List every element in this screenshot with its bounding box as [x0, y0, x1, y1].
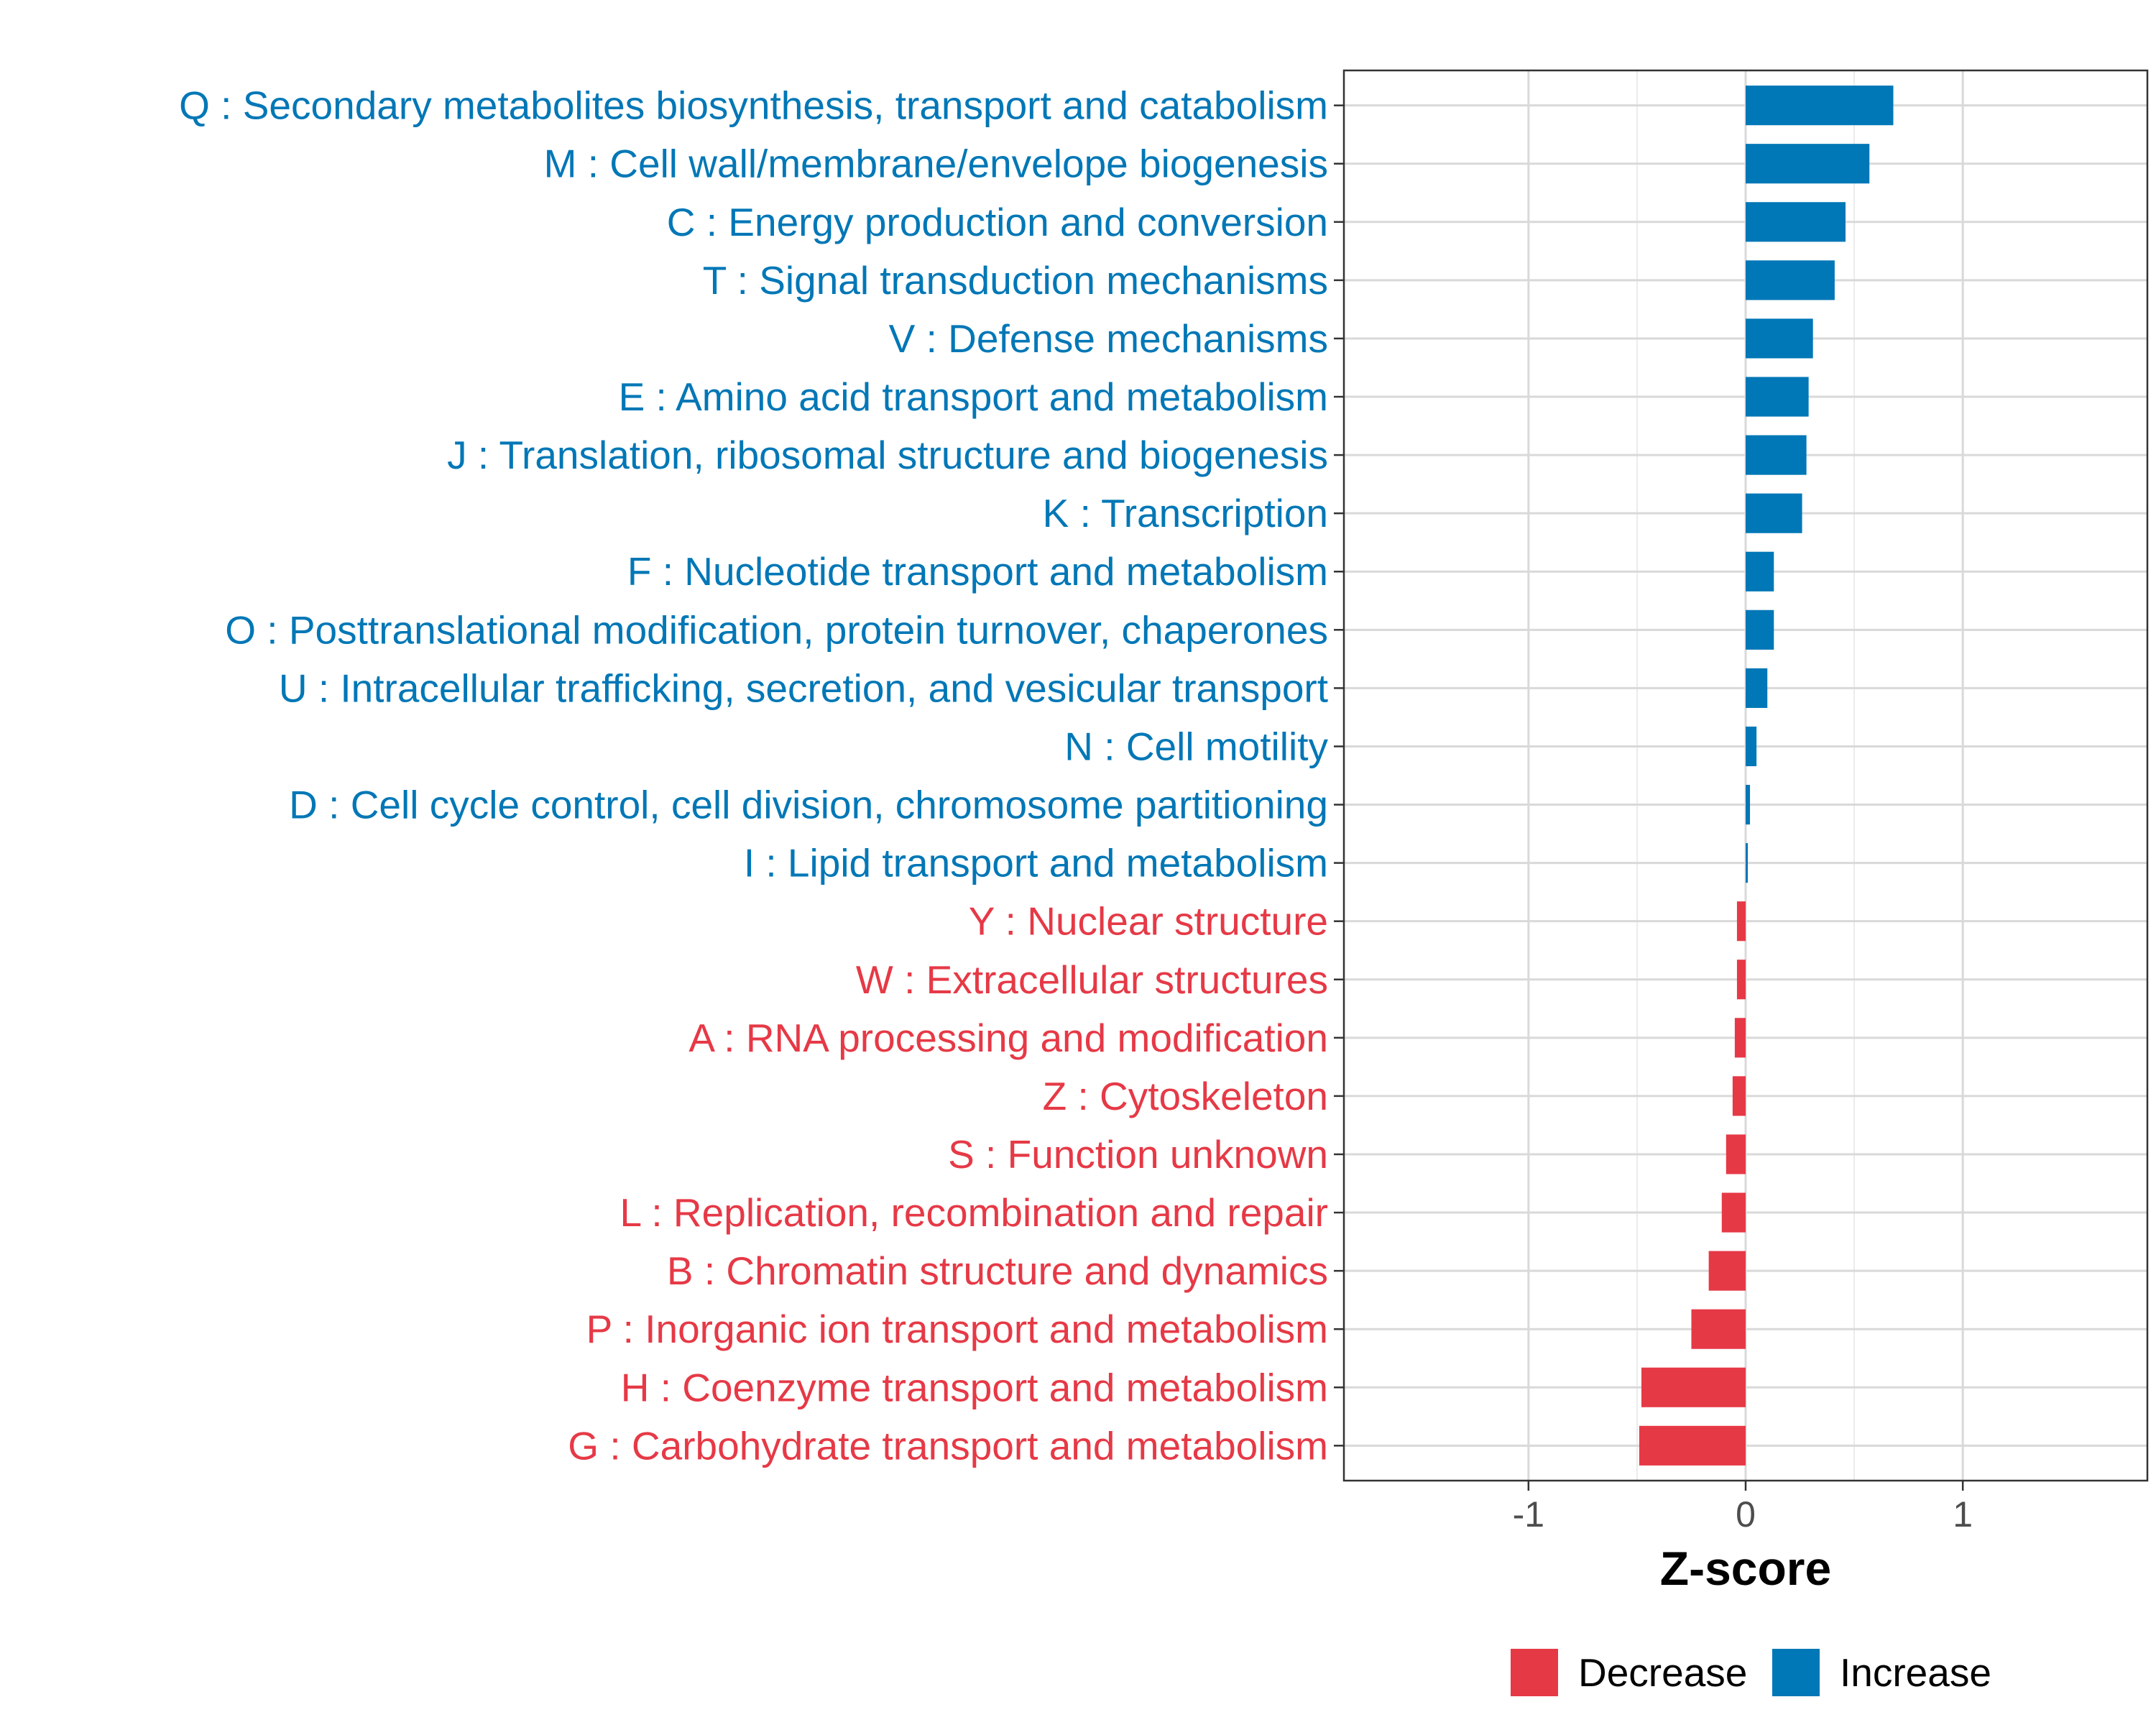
bars	[1639, 86, 1894, 1466]
y-category-label: Q : Secondary metabolites biosynthesis, …	[179, 83, 1328, 128]
y-category-label: Y : Nuclear structure	[969, 899, 1328, 944]
legend-swatch	[1511, 1649, 1558, 1696]
bar	[1746, 726, 1757, 767]
x-axis-ticks: -1 0 1	[1513, 1481, 1973, 1535]
y-category-label: C : Energy production and conversion	[667, 200, 1328, 244]
y-category-label: Z : Cytoskeleton	[1043, 1074, 1328, 1118]
y-category-label: H : Coenzyme transport and metabolism	[621, 1365, 1328, 1409]
y-category-label: E : Amino acid transport and metabolism	[619, 374, 1328, 419]
bar	[1726, 1134, 1746, 1174]
y-axis-ticks	[1334, 104, 1344, 1447]
bar	[1746, 144, 1870, 184]
legend-label: Decrease	[1578, 1650, 1747, 1695]
x-tick-label: 1	[1953, 1494, 1973, 1535]
y-category-label: N : Cell motility	[1064, 724, 1328, 768]
x-tick-label: 0	[1736, 1494, 1756, 1535]
y-category-label: U : Intracellular trafficking, secretion…	[279, 666, 1328, 710]
bar	[1746, 377, 1809, 417]
bar	[1746, 318, 1813, 359]
bar	[1639, 1425, 1746, 1466]
x-tick-label: -1	[1513, 1494, 1544, 1535]
y-category-label: P : Inorganic ion transport and metaboli…	[586, 1307, 1328, 1351]
y-axis-category-labels: Q : Secondary metabolites biosynthesis, …	[179, 83, 1328, 1468]
y-category-label: V : Defense mechanisms	[889, 316, 1328, 361]
y-category-label: F : Nucleotide transport and metabolism	[627, 549, 1328, 594]
y-category-label: G : Carbohydrate transport and metabolis…	[568, 1423, 1328, 1468]
bar	[1734, 1018, 1746, 1058]
y-category-label: A : RNA processing and modification	[688, 1016, 1328, 1060]
y-category-label: M : Cell wall/membrane/envelope biogenes…	[544, 142, 1328, 186]
y-category-label: S : Function unknown	[948, 1132, 1328, 1177]
y-category-label: W : Extracellular structures	[856, 957, 1328, 1002]
bar	[1746, 843, 1749, 883]
bar	[1736, 901, 1746, 942]
y-category-label: J : Translation, ribosomal structure and…	[447, 433, 1328, 477]
bar	[1691, 1309, 1746, 1349]
bar	[1736, 960, 1746, 1000]
y-category-label: D : Cell cycle control, cell division, c…	[289, 783, 1328, 827]
y-category-label: I : Lipid transport and metabolism	[744, 841, 1328, 886]
bar	[1746, 784, 1751, 825]
y-category-label: O : Posttranslational modification, prot…	[225, 607, 1328, 652]
legend-swatch	[1772, 1649, 1820, 1696]
bar	[1746, 610, 1774, 650]
y-category-label: T : Signal transduction mechanisms	[703, 258, 1328, 303]
bar	[1746, 86, 1894, 126]
bar	[1746, 551, 1774, 592]
y-category-label: K : Transcription	[1043, 491, 1328, 535]
bar	[1746, 202, 1846, 242]
bar	[1721, 1192, 1746, 1233]
bar	[1746, 493, 1802, 533]
bar	[1746, 260, 1835, 300]
x-axis-title: Z-score	[1660, 1542, 1831, 1595]
bar	[1732, 1076, 1746, 1116]
legend-label: Increase	[1840, 1650, 1991, 1695]
legend: Decrease Increase	[1511, 1649, 1991, 1696]
y-category-label: L : Replication, recombination and repai…	[620, 1190, 1328, 1235]
bar	[1641, 1367, 1746, 1407]
bar	[1746, 435, 1807, 475]
bar	[1708, 1251, 1746, 1291]
bar	[1746, 668, 1768, 708]
y-category-label: B : Chromatin structure and dynamics	[667, 1248, 1328, 1293]
